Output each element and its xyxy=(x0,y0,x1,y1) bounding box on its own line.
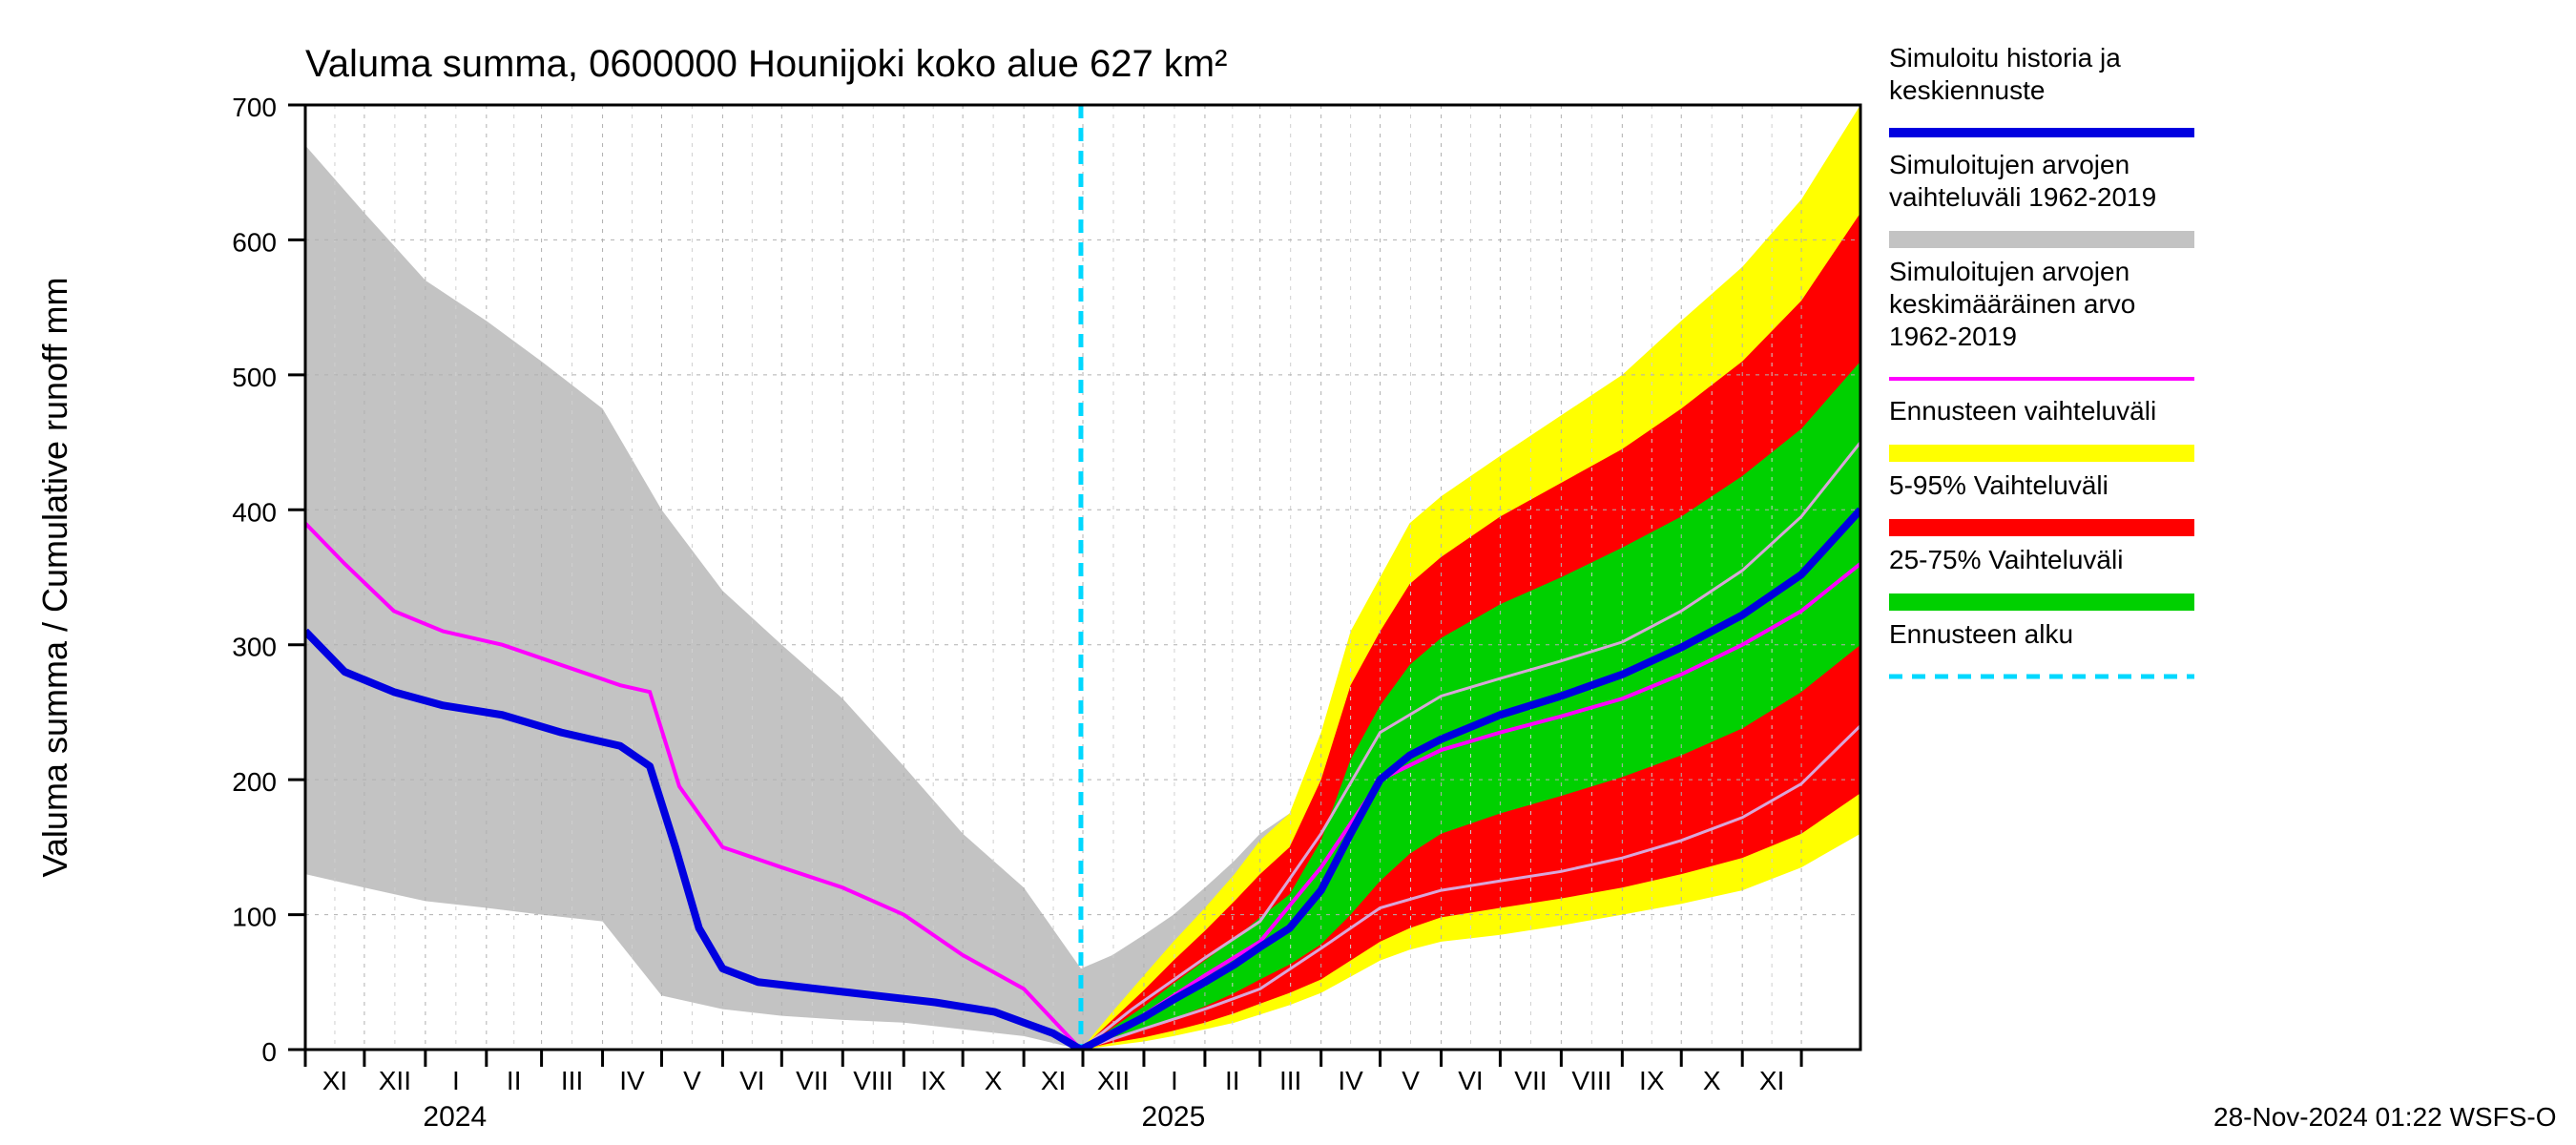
runoff-chart: 0100200300400500600700XIXIIIIIIIIIVVVIVI… xyxy=(0,0,2576,1145)
x-tick-label: IX xyxy=(1639,1066,1665,1095)
legend-swatch xyxy=(1889,231,2194,248)
chart-title: Valuma summa, 0600000 Hounijoki koko alu… xyxy=(305,43,1227,85)
x-tick-label: VII xyxy=(1514,1066,1547,1095)
y-tick-label: 100 xyxy=(232,903,277,932)
x-tick-label: I xyxy=(452,1066,460,1095)
chart-footer: 28-Nov-2024 01:22 WSFS-O xyxy=(2213,1102,2557,1132)
x-tick-label: IV xyxy=(1338,1066,1363,1095)
x-tick-label: VII xyxy=(796,1066,828,1095)
x-tick-label: X xyxy=(1703,1066,1721,1095)
x-tick-label: XI xyxy=(1041,1066,1066,1095)
legend-swatch xyxy=(1889,445,2194,462)
y-axis-label: Valuma summa / Cumulative runoff mm xyxy=(35,278,74,878)
year-label: 2025 xyxy=(1142,1101,1206,1133)
x-tick-label: V xyxy=(1402,1066,1420,1095)
y-tick-label: 300 xyxy=(232,633,277,662)
x-tick-label: I xyxy=(1171,1066,1178,1095)
x-tick-label: XI xyxy=(1759,1066,1784,1095)
x-tick-label: XII xyxy=(1097,1066,1130,1095)
legend-label: 25-75% Vaihteluväli xyxy=(1889,545,2123,574)
legend-swatch xyxy=(1889,519,2194,536)
y-tick-label: 400 xyxy=(232,497,277,527)
legend-label: Simuloitujen arvojen xyxy=(1889,257,2129,286)
legend-label: Ennusteen alku xyxy=(1889,619,2073,649)
legend-label: Simuloitujen arvojen xyxy=(1889,150,2129,179)
legend-label: keskiennuste xyxy=(1889,75,2045,105)
y-tick-label: 200 xyxy=(232,767,277,797)
x-tick-label: VIII xyxy=(1571,1066,1611,1095)
x-tick-label: XII xyxy=(379,1066,411,1095)
y-tick-label: 600 xyxy=(232,227,277,257)
x-tick-label: V xyxy=(683,1066,701,1095)
legend-label: keskimääräinen arvo xyxy=(1889,289,2135,319)
y-tick-label: 700 xyxy=(232,93,277,122)
y-tick-label: 500 xyxy=(232,363,277,392)
x-tick-label: XI xyxy=(322,1066,347,1095)
x-tick-label: VI xyxy=(1458,1066,1483,1095)
x-tick-label: IV xyxy=(619,1066,645,1095)
x-tick-label: VIII xyxy=(853,1066,893,1095)
x-tick-label: III xyxy=(561,1066,583,1095)
legend-label: Ennusteen vaihteluväli xyxy=(1889,396,2156,426)
year-label: 2024 xyxy=(423,1101,487,1133)
legend-label: 5-95% Vaihteluväli xyxy=(1889,470,2109,500)
legend-label: vaihteluväli 1962-2019 xyxy=(1889,182,2156,212)
legend-label: 1962-2019 xyxy=(1889,322,2017,351)
x-tick-label: IX xyxy=(921,1066,946,1095)
legend-label: Simuloitu historia ja xyxy=(1889,43,2121,73)
legend-swatch xyxy=(1889,593,2194,611)
x-tick-label: X xyxy=(985,1066,1003,1095)
x-tick-label: II xyxy=(1225,1066,1240,1095)
x-tick-label: II xyxy=(507,1066,522,1095)
x-tick-label: III xyxy=(1279,1066,1301,1095)
x-tick-label: VI xyxy=(739,1066,764,1095)
y-tick-label: 0 xyxy=(261,1037,277,1067)
